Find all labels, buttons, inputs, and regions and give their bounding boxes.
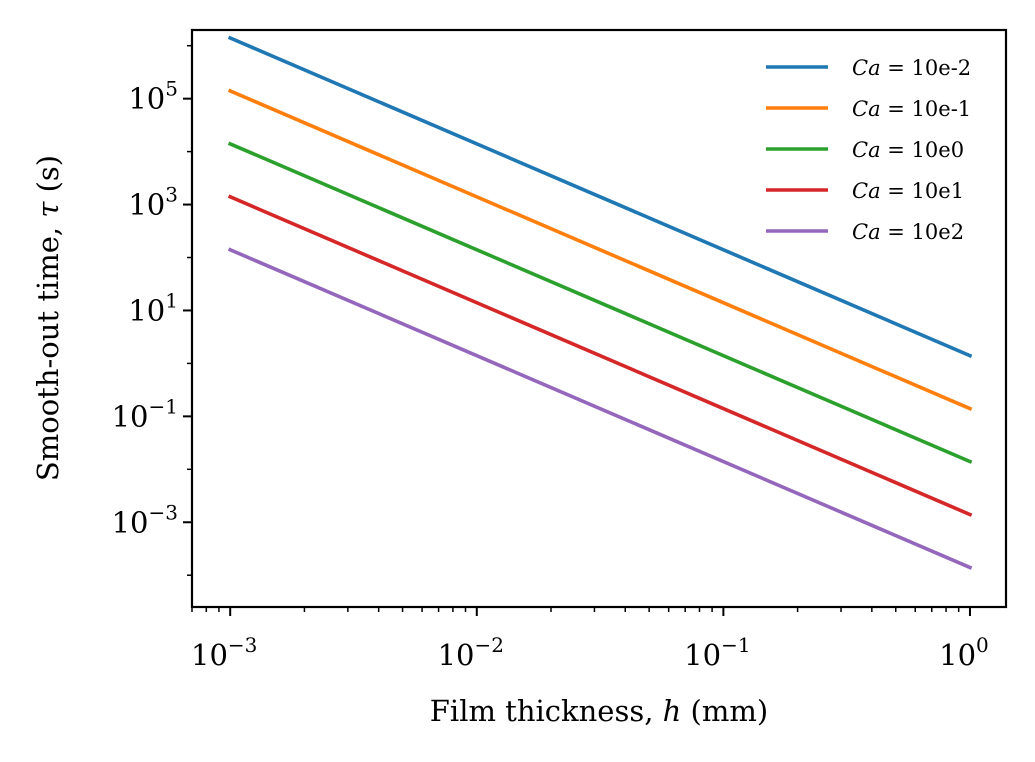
y-tick-label-3: 103 bbox=[128, 183, 178, 222]
y-tick-label-1-exp: −1 bbox=[149, 394, 178, 418]
y-tick-label-0-base: 10 bbox=[112, 505, 149, 539]
y-tick-label-2: 101 bbox=[128, 288, 178, 327]
y-tick-label-4: 105 bbox=[128, 77, 178, 116]
x-tick-label-0-exp: −3 bbox=[228, 633, 257, 657]
series-line-2 bbox=[227, 141, 973, 464]
series-line-3 bbox=[227, 194, 973, 517]
legend-var-0: Ca bbox=[852, 56, 881, 80]
series-line-1 bbox=[227, 88, 973, 411]
legend-equals-3: = bbox=[881, 179, 912, 203]
legend-value-4: 10e2 bbox=[912, 220, 965, 244]
x-tick-label-2: 10−1 bbox=[684, 633, 750, 672]
y-tick-label-2-exp: 1 bbox=[165, 288, 178, 312]
y-tick-label-4-exp: 5 bbox=[165, 77, 178, 101]
x-tick-label-3-exp: 0 bbox=[976, 633, 989, 657]
x-tick-label-1: 10−2 bbox=[438, 633, 504, 672]
y-tick-label-0-exp: −3 bbox=[149, 500, 178, 524]
legend-value-2: 10e0 bbox=[912, 138, 965, 162]
x-tick-label-1-base: 10 bbox=[438, 638, 475, 672]
x-tick-label-1-exp: −2 bbox=[474, 633, 503, 657]
y-tick-label-1: 10−1 bbox=[112, 394, 178, 433]
series-line-4 bbox=[227, 247, 973, 570]
legend-var-4: Ca bbox=[852, 220, 881, 244]
legend-equals-2: = bbox=[881, 138, 912, 162]
legend-equals-1: = bbox=[881, 97, 912, 121]
legend-value-1: 10e-1 bbox=[912, 97, 972, 121]
legend-label-4: Ca = 10e2 bbox=[852, 220, 964, 244]
x-tick-label-3: 100 bbox=[939, 633, 989, 672]
legend-label-1: Ca = 10e-1 bbox=[852, 97, 971, 121]
y-tick-label-3-base: 10 bbox=[128, 188, 165, 222]
legend-var-3: Ca bbox=[852, 179, 881, 203]
legend-var-1: Ca bbox=[852, 97, 881, 121]
x-tick-label-3-base: 10 bbox=[939, 638, 976, 672]
plot-frame bbox=[190, 28, 1008, 609]
legend-equals-4: = bbox=[881, 220, 912, 244]
legend-label-0: Ca = 10e-2 bbox=[852, 56, 971, 80]
legend-var-2: Ca bbox=[852, 138, 881, 162]
x-tick-label-0: 10−3 bbox=[191, 633, 257, 672]
legend-equals-0: = bbox=[881, 56, 912, 80]
legend-value-3: 10e1 bbox=[912, 179, 965, 203]
y-tick-label-2-base: 10 bbox=[128, 293, 165, 327]
legend-label-2: Ca = 10e0 bbox=[852, 138, 964, 162]
y-tick-label-0: 10−3 bbox=[112, 500, 178, 539]
legend-label-3: Ca = 10e1 bbox=[852, 179, 964, 203]
x-tick-label-2-exp: −1 bbox=[721, 633, 750, 657]
series-layer bbox=[227, 35, 973, 570]
y-tick-label-4-base: 10 bbox=[128, 82, 165, 116]
x-tick-label-2-base: 10 bbox=[684, 638, 721, 672]
legend-value-0: 10e-2 bbox=[912, 56, 972, 80]
x-tick-label-0-base: 10 bbox=[191, 638, 228, 672]
y-tick-label-1-base: 10 bbox=[112, 399, 149, 433]
y-axis-label: Smooth-out time, τ (s) bbox=[31, 155, 65, 481]
y-tick-label-3-exp: 3 bbox=[165, 183, 178, 207]
series-line-0 bbox=[227, 35, 973, 359]
x-axis-label: Film thickness, h (mm) bbox=[430, 694, 768, 728]
